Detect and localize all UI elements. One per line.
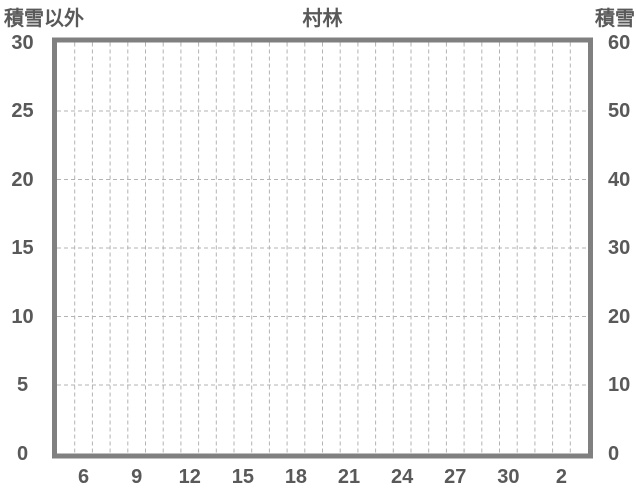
y-right-tick-label: 10	[608, 374, 631, 396]
y-left-tick-label: 0	[16, 442, 29, 465]
y-left-tick-label: 15	[11, 237, 34, 259]
x-tick-label: 21	[337, 466, 361, 488]
x-tick-label: 15	[231, 466, 254, 488]
left-axis-title: 積雪以外	[4, 8, 84, 30]
plot-border	[52, 37, 593, 459]
x-tick-label: 18	[284, 466, 308, 488]
y-right-tick-label: 0	[608, 442, 620, 465]
x-tick-label: 12	[178, 466, 201, 488]
y-right-tick-label: 50	[608, 100, 631, 122]
x-tick-label: 27	[444, 466, 467, 488]
x-tick-label: 6	[77, 466, 90, 488]
y-right-tick-label: 20	[608, 305, 631, 328]
chart-title: 村林	[302, 8, 343, 30]
x-tick-label: 2	[555, 466, 567, 488]
y-left-tick-label: 25	[11, 100, 34, 122]
x-tick-label: 24	[391, 466, 414, 488]
y-left-tick-label: 5	[16, 374, 29, 396]
y-right-tick-label: 30	[608, 237, 631, 259]
y-left-tick-label: 10	[11, 305, 34, 328]
x-tick-label: 30	[497, 466, 520, 488]
y-left-tick-label: 20	[11, 168, 34, 191]
y-right-tick-label: 60	[608, 31, 631, 54]
right-axis-title: 積雪	[595, 8, 635, 30]
x-tick-label: 9	[131, 466, 143, 488]
y-right-tick-label: 40	[608, 168, 631, 191]
y-left-tick-label: 30	[11, 31, 34, 54]
